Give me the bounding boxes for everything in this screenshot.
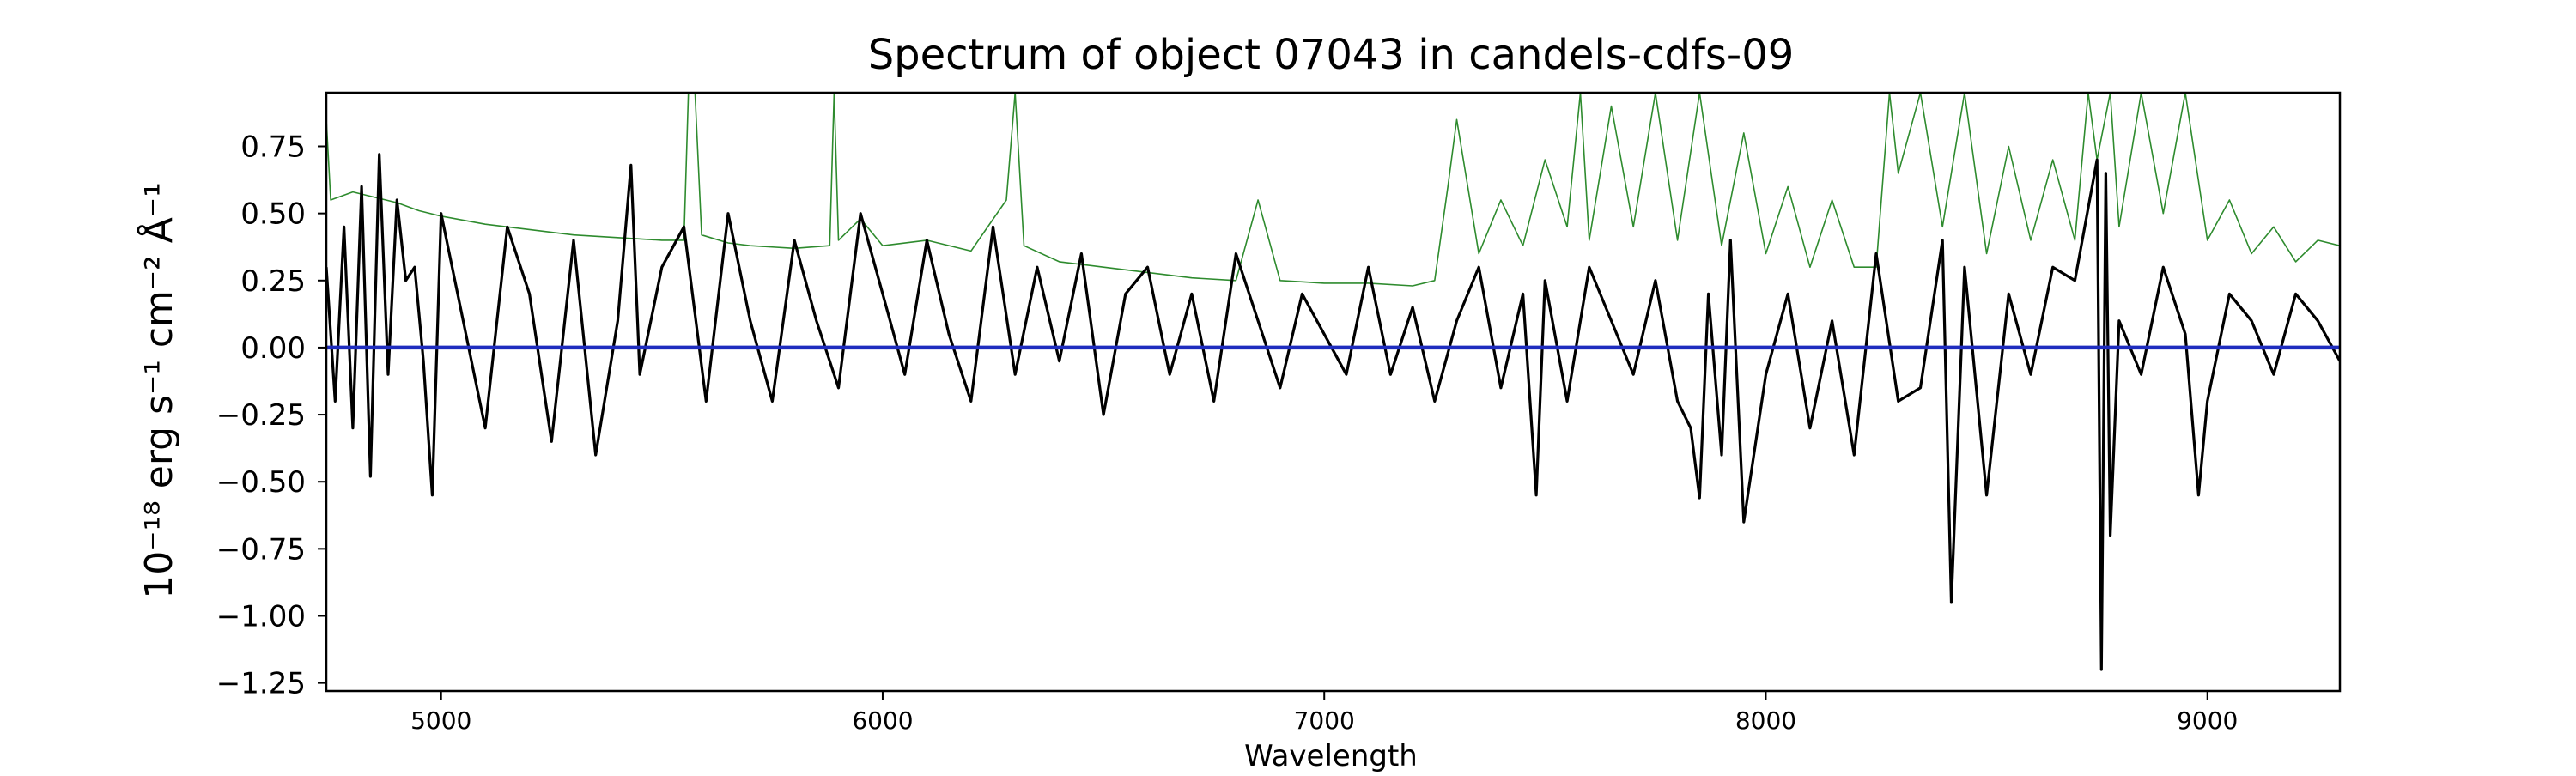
y-tick-label: −1.25 bbox=[216, 667, 306, 701]
axis-ticks: 5000 6000 7000 8000 9000 0.75 0.50 0.25 0.00 −0.2… bbox=[216, 130, 2239, 735]
x-tick-label: 5000 bbox=[410, 706, 471, 735]
series-line-error bbox=[326, 93, 2340, 287]
y-tick-label: 0.75 bbox=[240, 130, 306, 165]
plot-frame bbox=[325, 91, 2342, 693]
chart-title: Spectrum of object 07043 in candels-cdfs… bbox=[868, 31, 1795, 79]
y-tick-label: 0.00 bbox=[240, 331, 306, 366]
x-tick-label: 8000 bbox=[1735, 706, 1796, 735]
x-axis-label: Wavelength bbox=[1244, 739, 1418, 773]
x-tick-label: 7000 bbox=[1294, 706, 1355, 735]
y-tick-label: −0.25 bbox=[216, 398, 306, 433]
x-tick-label: 6000 bbox=[852, 706, 913, 735]
series-line-flux bbox=[326, 153, 2340, 671]
y-tick-label: 0.50 bbox=[240, 197, 306, 232]
y-tick-label: −1.00 bbox=[216, 599, 306, 634]
y-axis-label: 10⁻¹⁸ erg s⁻¹ cm⁻² Å⁻¹ bbox=[136, 182, 181, 598]
y-tick-label: −0.50 bbox=[216, 465, 306, 500]
plot-area bbox=[326, 93, 2340, 671]
x-tick-label: 9000 bbox=[2177, 706, 2238, 735]
y-tick-label: −0.75 bbox=[216, 532, 306, 567]
y-tick-label: 0.25 bbox=[240, 264, 306, 299]
